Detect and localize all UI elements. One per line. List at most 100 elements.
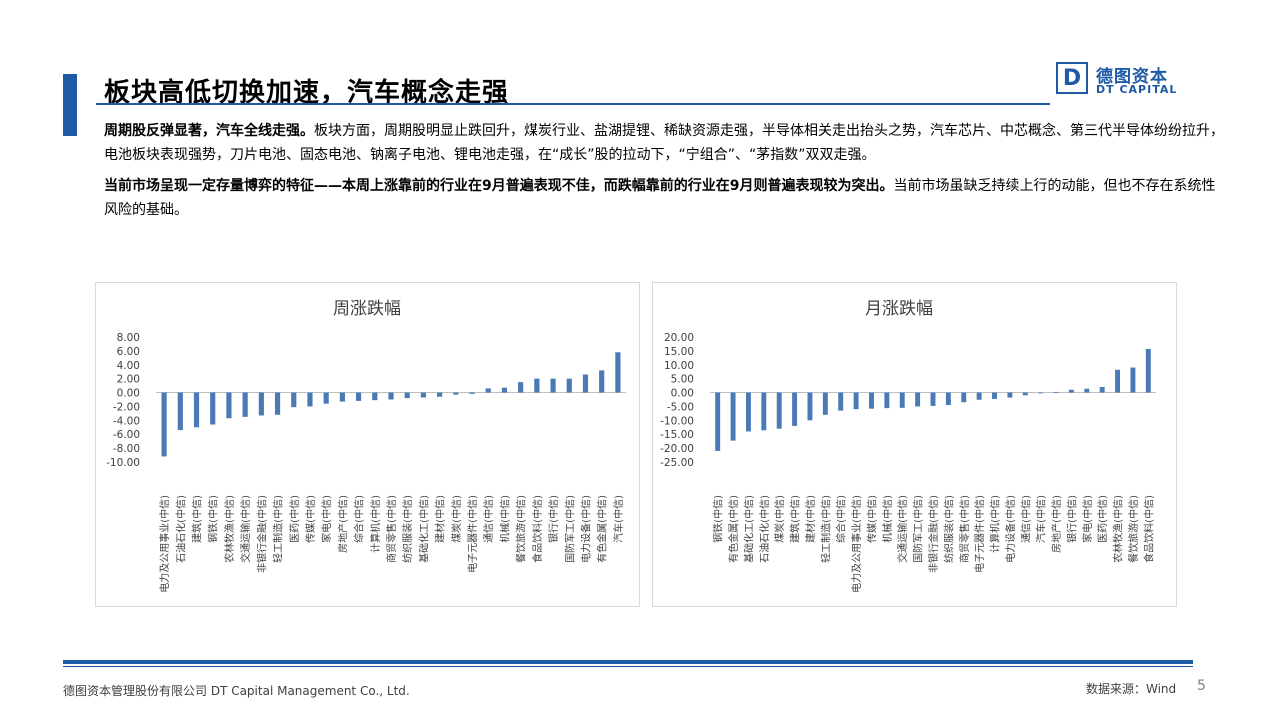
x-tick-label: 计算机(中信) [369, 495, 382, 553]
x-tick-label: 商贸零售(中信) [385, 495, 398, 563]
x-tick-label: 钢铁(中信) [207, 495, 220, 543]
x-tick-label: 通信(中信) [1019, 495, 1032, 543]
bar [915, 392, 921, 407]
bar [518, 382, 524, 393]
bar [961, 392, 967, 403]
bar [534, 378, 540, 393]
bar [615, 352, 621, 393]
y-tick-label: 4.00 [117, 360, 140, 372]
bar [1022, 392, 1028, 396]
x-tick-label: 基础化工(中信) [742, 495, 755, 563]
y-tick-label: 8.00 [117, 332, 140, 344]
y-tick-label: -10.00 [106, 457, 140, 469]
x-tick-label: 医药(中信) [1096, 495, 1109, 543]
bar [339, 392, 345, 402]
x-tick-label: 有色金属(中信) [727, 495, 740, 563]
chart-title: 周涨跌幅 [333, 299, 401, 319]
footer-rule [63, 660, 1193, 664]
bar [853, 392, 859, 410]
x-tick-label: 家电(中信) [320, 495, 333, 543]
x-tick-label: 餐饮旅游(中信) [515, 495, 528, 563]
paragraph-1-bold: 周期股反弹显著，汽车全线走强。 [104, 123, 314, 139]
y-tick-label: -4.00 [113, 415, 140, 427]
x-tick-label: 商贸零售(中信) [958, 495, 971, 563]
x-tick-label: 房地产(中信) [336, 495, 349, 553]
page-number: 5 [1197, 678, 1206, 694]
x-tick-label: 建筑(中信) [191, 495, 204, 543]
x-tick-label: 钢铁(中信) [712, 495, 725, 543]
bar [437, 392, 443, 397]
bar [992, 392, 997, 399]
x-tick-label: 电力及公用事业(中信) [158, 495, 171, 593]
bar [761, 392, 767, 431]
footer-source: 数据来源：Wind [1086, 682, 1177, 696]
bar [210, 392, 216, 425]
bar [258, 392, 264, 416]
x-tick-label: 纺织服装(中信) [401, 495, 414, 563]
bar [976, 392, 982, 400]
x-tick-label: 家电(中信) [1081, 495, 1094, 543]
bar [1145, 348, 1151, 393]
paragraph-2-text: 当前市场虽缺乏持续上行的动能，但也不存在系统性风险的基础。 [104, 178, 1216, 218]
x-tick-label: 食品饮料(中信) [531, 495, 544, 563]
x-tick-label: 餐饮旅游(中信) [1127, 495, 1140, 563]
paragraph-2: 当前市场呈现一定存量博弈的特征——本周上涨靠前的行业在9月普遍表现不佳，而跌幅靠… [104, 174, 1224, 222]
bar [822, 392, 828, 415]
x-tick-label: 电力及公用事业(中信) [850, 495, 863, 593]
x-tick-label: 电子元器件(中信) [973, 495, 986, 573]
x-tick-label: 医药(中信) [288, 495, 301, 543]
x-tick-label: 机械(中信) [498, 495, 511, 543]
y-tick-label: -15.00 [660, 429, 694, 441]
bar [501, 387, 508, 393]
chart-title: 月涨跌幅 [865, 299, 933, 319]
paragraph-2-bold: 当前市场呈现一定存量博弈的特征——本周上涨靠前的行业在9月普遍表现不佳，而跌幅靠… [104, 178, 894, 194]
weekly-chart-frame: 周涨跌幅 8.00 6.00 4.00 2.00 0.00 -2.00 -4.00 -6.00 -… [95, 282, 640, 607]
bar [1130, 367, 1136, 393]
y-tick-label: -10.00 [660, 415, 694, 427]
bar [177, 392, 183, 431]
bar [307, 392, 313, 407]
y-tick-label: 20.00 [664, 332, 694, 344]
bar [485, 388, 491, 393]
x-tick-label: 机械(中信) [881, 495, 894, 543]
bar [899, 392, 905, 408]
y-tick-label: -2.00 [113, 401, 140, 413]
y-tick-label: 0.00 [117, 388, 140, 400]
x-tick-label: 煤炭(中信) [450, 495, 463, 543]
y-tick-label: 5.00 [671, 374, 694, 386]
x-tick-label: 综合(中信) [835, 495, 848, 543]
bar [1007, 392, 1013, 398]
bar [469, 392, 475, 394]
x-tick-label: 电子元器件(中信) [466, 495, 479, 573]
x-tick-label: 房地产(中信) [1050, 495, 1063, 553]
bar [372, 392, 378, 401]
x-tick-label: 交通运输(中信) [896, 495, 909, 563]
bar [404, 392, 410, 399]
bar [715, 392, 721, 451]
x-tick-label: 通信(中信) [482, 495, 495, 543]
bar [355, 392, 362, 401]
logo-cn-text: 德图资本 [1096, 67, 1168, 87]
y-tick-label: 2.00 [117, 374, 140, 386]
monthly-chart-frame: 月涨跌幅 20.00 15.00 10.00 5.00 0.00 -5.00 -10.00 -1… [652, 282, 1177, 607]
bar [1053, 392, 1059, 394]
bar [323, 392, 329, 404]
x-tick-label: 汽车(中信) [612, 495, 625, 543]
bar [242, 392, 248, 417]
bar [1068, 389, 1074, 393]
footer-rule-thin [63, 666, 1193, 667]
bar [1099, 387, 1105, 393]
bar [1115, 369, 1121, 393]
x-tick-label: 非银行金融(中信) [255, 495, 268, 573]
weekly-change-chart: 周涨跌幅 8.00 6.00 4.00 2.00 0.00-2.00 -4.00 -6.00 -… [106, 299, 626, 593]
y-tick-label: 15.00 [664, 346, 694, 358]
x-tick-label: 银行(中信) [547, 495, 560, 543]
x-tick-label: 有色金属(中信) [596, 495, 609, 563]
y-tick-label: 10.00 [664, 360, 694, 372]
bar [582, 374, 589, 393]
bar [776, 392, 782, 429]
x-tick-label: 传媒(中信) [304, 495, 317, 543]
footer-company: 德图资本管理股份有限公司 DT Capital Management Co., … [63, 684, 410, 698]
paragraph-1-text: 板块方面，周期股明显止跌回升，煤炭行业、盐湖提锂、稀缺资源走强，半导体相关走出抬… [104, 123, 1224, 163]
bar [869, 392, 874, 409]
